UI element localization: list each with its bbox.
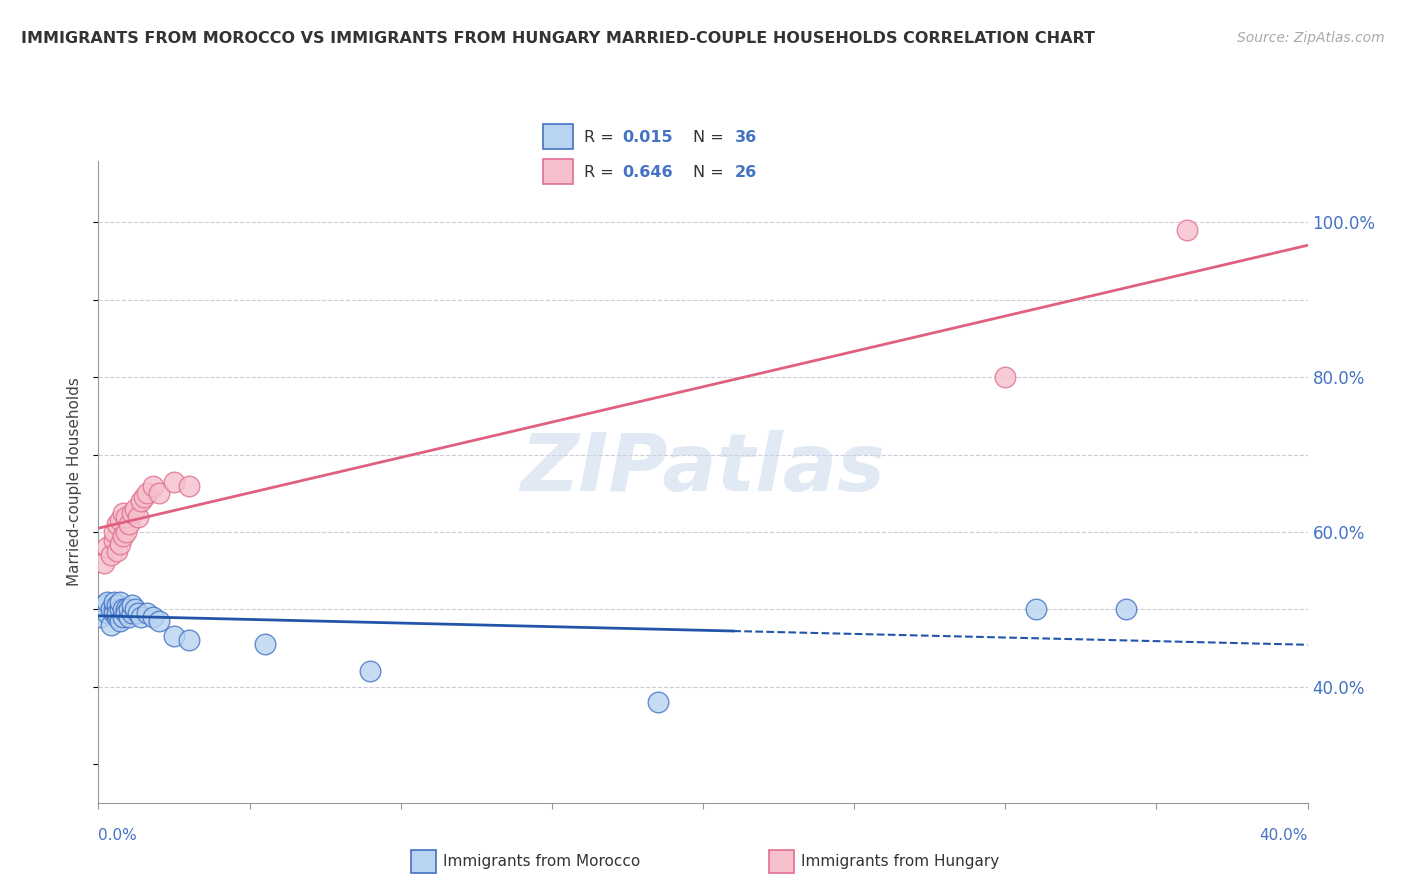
Point [148, 486, 170, 500]
Point [1115, 602, 1137, 616]
Text: N =: N = [693, 129, 730, 145]
Point [647, 695, 669, 709]
Point [108, 536, 131, 550]
Text: 0.015: 0.015 [621, 129, 672, 145]
Point [127, 606, 149, 620]
FancyBboxPatch shape [543, 124, 572, 149]
Point [179, 633, 201, 648]
Point [103, 602, 125, 616]
Point [129, 494, 152, 508]
FancyBboxPatch shape [543, 159, 572, 185]
Point [108, 614, 131, 628]
Point [148, 614, 170, 628]
Point [111, 602, 134, 616]
Point [111, 529, 134, 543]
Text: R =: R = [583, 164, 619, 179]
Text: R =: R = [583, 129, 619, 145]
Point [121, 506, 143, 520]
Point [105, 599, 128, 613]
Point [1175, 223, 1198, 237]
Text: 0.0%: 0.0% [98, 828, 138, 843]
Point [142, 478, 165, 492]
Point [90, 610, 112, 624]
Point [118, 602, 141, 616]
Text: Immigrants from Morocco: Immigrants from Morocco [443, 855, 640, 869]
Text: 0.646: 0.646 [621, 164, 672, 179]
Point [114, 509, 136, 524]
Point [132, 490, 155, 504]
Point [118, 610, 141, 624]
Point [108, 513, 131, 527]
Point [93, 599, 115, 613]
Point [124, 602, 146, 616]
Point [108, 602, 131, 616]
Y-axis label: Married-couple Households: Married-couple Households [67, 377, 83, 586]
Point [253, 637, 276, 651]
Point [129, 610, 152, 624]
Point [135, 606, 157, 620]
Text: ZIPatlas: ZIPatlas [520, 430, 886, 508]
Text: Immigrants from Hungary: Immigrants from Hungary [801, 855, 1000, 869]
Point [163, 629, 186, 643]
Point [114, 606, 136, 620]
Point [124, 501, 146, 516]
Point [96, 594, 118, 608]
Point [121, 599, 143, 613]
Point [100, 548, 122, 562]
Text: 26: 26 [734, 164, 756, 179]
Text: 40.0%: 40.0% [1260, 828, 1308, 843]
Point [108, 594, 131, 608]
Text: Source: ZipAtlas.com: Source: ZipAtlas.com [1237, 31, 1385, 45]
Point [111, 506, 134, 520]
Point [135, 486, 157, 500]
Point [105, 606, 128, 620]
Point [103, 533, 125, 547]
Point [100, 602, 122, 616]
Text: IMMIGRANTS FROM MOROCCO VS IMMIGRANTS FROM HUNGARY MARRIED-COUPLE HOUSEHOLDS COR: IMMIGRANTS FROM MOROCCO VS IMMIGRANTS FR… [21, 31, 1095, 46]
Point [1024, 602, 1046, 616]
Point [114, 602, 136, 616]
Point [114, 524, 136, 539]
Point [142, 610, 165, 624]
Point [105, 610, 128, 624]
Point [96, 606, 118, 620]
FancyBboxPatch shape [411, 850, 436, 873]
Point [103, 594, 125, 608]
Point [96, 541, 118, 555]
Point [360, 665, 382, 679]
Point [111, 610, 134, 624]
Point [105, 517, 128, 532]
Point [179, 478, 201, 492]
Point [127, 509, 149, 524]
Point [121, 606, 143, 620]
Text: N =: N = [693, 164, 730, 179]
Point [103, 606, 125, 620]
Point [118, 517, 141, 532]
Point [100, 617, 122, 632]
Point [163, 475, 186, 489]
Point [103, 524, 125, 539]
Point [93, 556, 115, 570]
FancyBboxPatch shape [769, 850, 794, 873]
Text: 36: 36 [734, 129, 756, 145]
Point [994, 370, 1017, 384]
Point [105, 544, 128, 558]
